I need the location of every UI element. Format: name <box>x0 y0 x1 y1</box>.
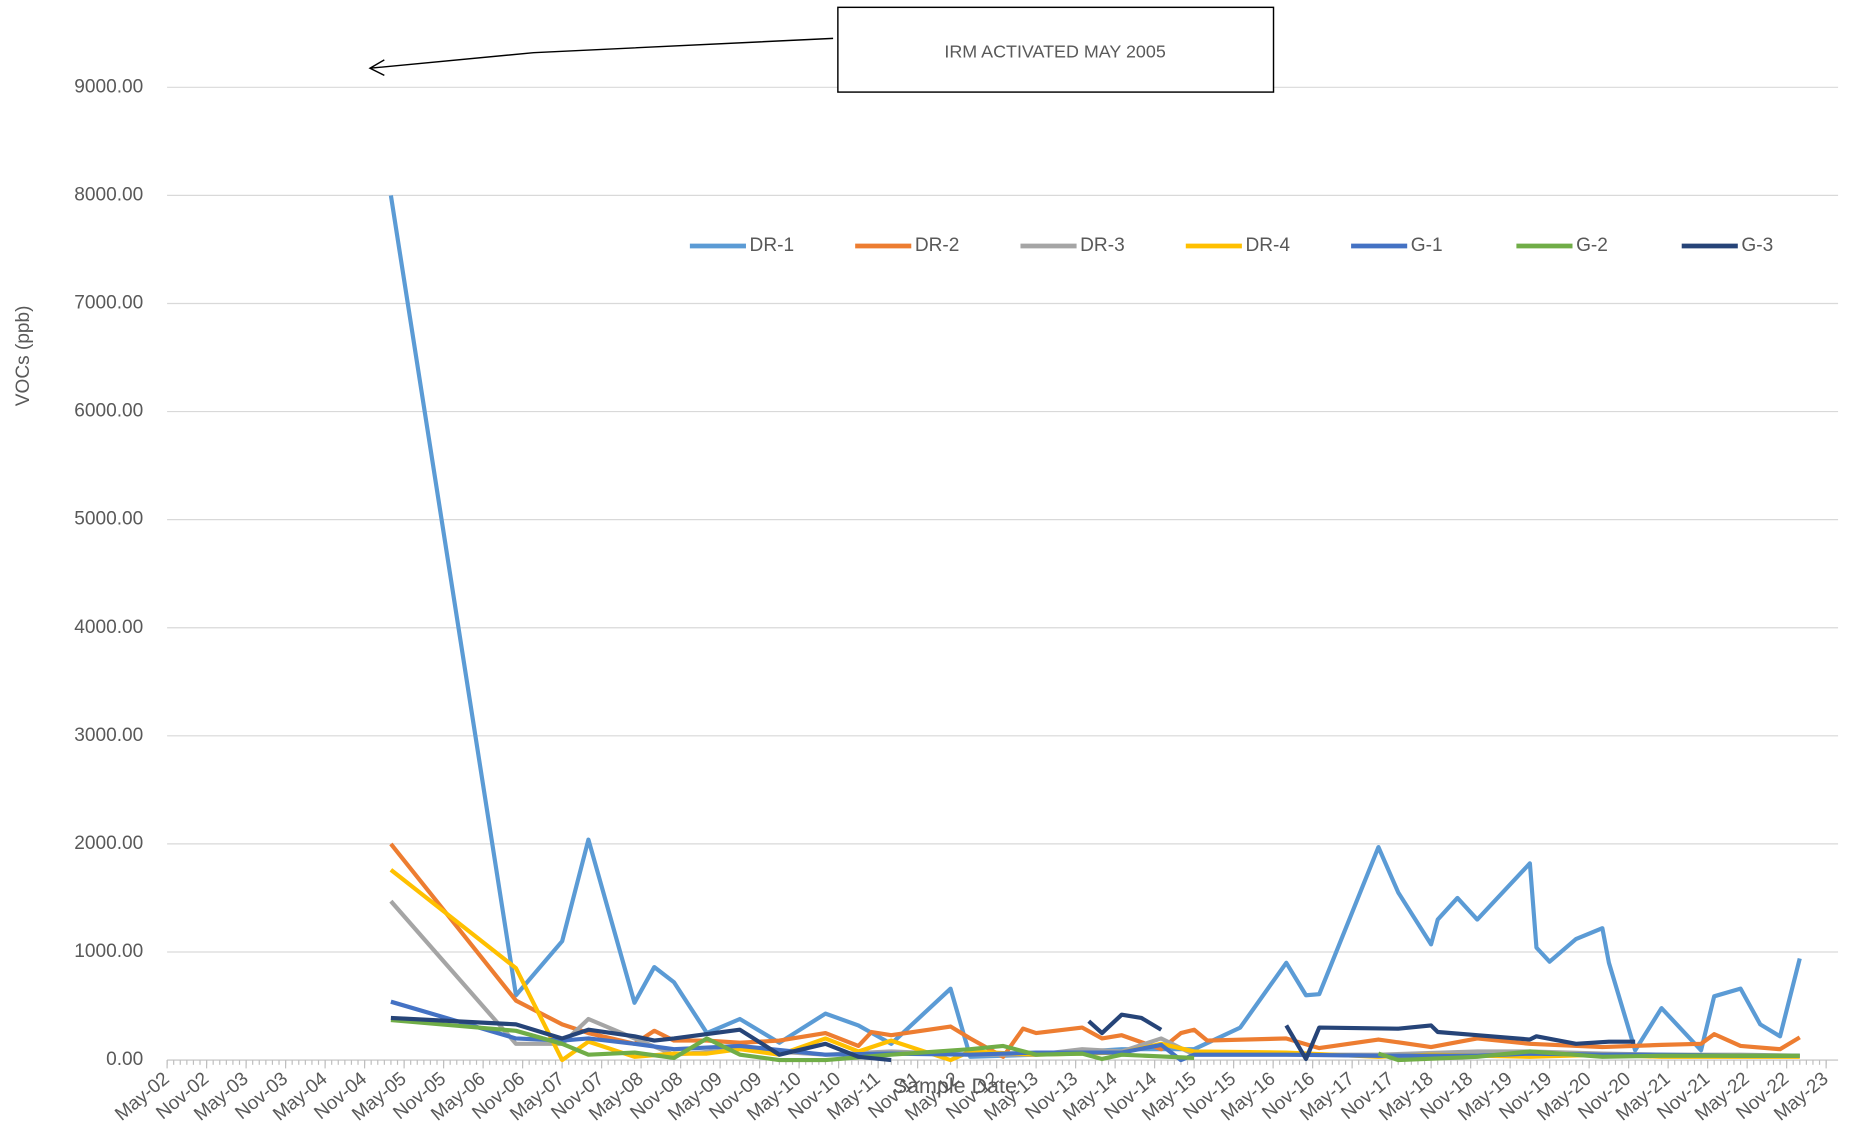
series-line <box>390 1012 1636 1063</box>
legend-label: G-1 <box>1411 235 1443 256</box>
legend-label: DR-1 <box>750 235 795 256</box>
legend-label: DR-2 <box>915 235 960 256</box>
legend-label: DR-3 <box>1080 235 1125 256</box>
y-tick-label: 9000.00 <box>74 76 143 97</box>
y-tick-label: 5000.00 <box>74 509 143 530</box>
y-tick-label: 6000.00 <box>74 401 143 422</box>
annotation-arrow <box>369 37 834 69</box>
y-tick-label: 1000.00 <box>74 941 143 962</box>
y-tick-label: 0.00 <box>106 1049 143 1070</box>
legend-label: G-3 <box>1741 235 1773 256</box>
y-tick-label: 7000.00 <box>74 293 143 314</box>
y-tick-label: 4000.00 <box>74 617 143 638</box>
annotation-box <box>837 6 1275 93</box>
y-tick-label: 3000.00 <box>74 725 143 746</box>
y-tick-label: 2000.00 <box>74 833 143 854</box>
legend-label: G-2 <box>1576 235 1608 256</box>
series-line <box>388 195 1802 1059</box>
arrow-head <box>368 59 385 77</box>
series-line <box>390 1017 1800 1063</box>
x-axis-title: Sample Date <box>893 1074 1017 1098</box>
annotation: IRM ACTIVATED MAY 2005 <box>944 41 1165 61</box>
y-axis-title: VOCs (ppb) <box>13 305 34 406</box>
series-line <box>389 842 1801 1059</box>
y-tick-label: 8000.00 <box>74 184 143 205</box>
legend-label: DR-4 <box>1245 235 1290 256</box>
